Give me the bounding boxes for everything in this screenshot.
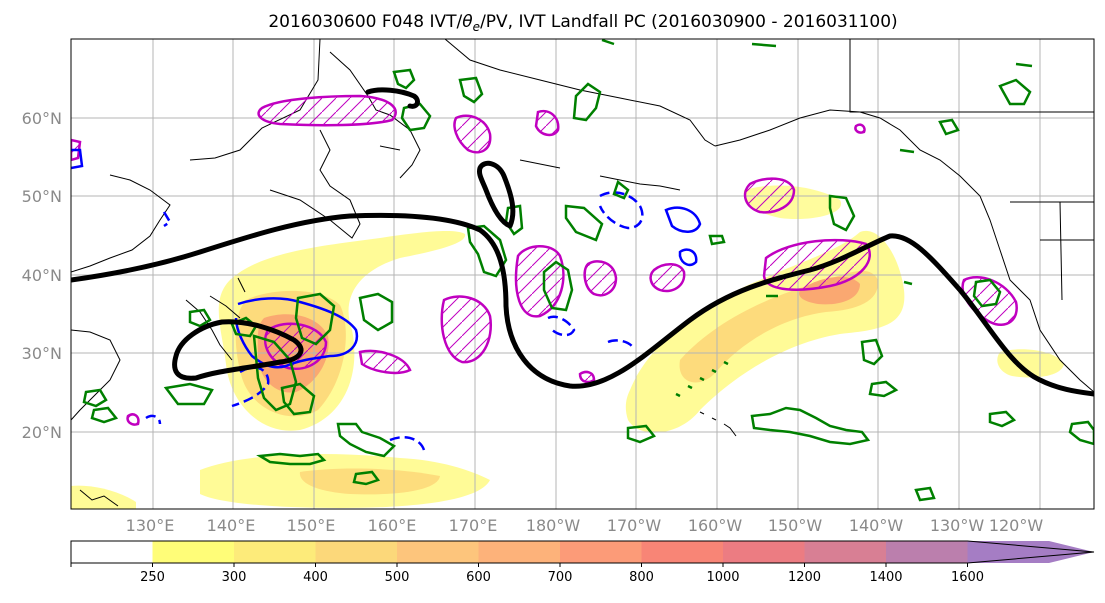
ivt-landfall-pc-contour <box>71 87 1094 397</box>
lon-label-130w: 130°W <box>930 516 985 535</box>
ivt-colorbar: 250 300 400 500 600 700 800 1000 1200 1400 1600 <box>70 540 1095 585</box>
colorbar-tick-label: 1600 <box>951 570 984 585</box>
colorbar-tick-label: 250 <box>140 570 165 585</box>
coastline-canada-boundary <box>849 39 1094 113</box>
colorbar-tick-label: 1400 <box>869 570 902 585</box>
lon-label-170w: 170°W <box>607 516 662 535</box>
lon-label-160w: 160°W <box>688 516 743 535</box>
coastline-aleutians <box>379 145 681 191</box>
colorbar-tick-label: 600 <box>466 570 491 585</box>
colorbar-segment <box>560 541 642 563</box>
lon-label-150e: 150°E <box>287 516 336 535</box>
lon-label-130e: 130°E <box>126 516 175 535</box>
colorbar-tick-label: 700 <box>548 570 573 585</box>
colorbar-outline <box>70 540 1095 564</box>
longitude-labels: 130°E 140°E 150°E 160°E 170°E 180°W 170°… <box>126 516 1044 535</box>
colorbar-segment <box>397 541 479 563</box>
coastline-us-boundary <box>1010 201 1094 301</box>
colorbar-segment <box>804 541 887 563</box>
ivt-shading-southwest <box>71 485 136 509</box>
colorbar-segment <box>886 541 968 563</box>
colorbar-tick-label: 400 <box>303 570 328 585</box>
theta-e-contours <box>71 148 702 451</box>
map-frame <box>70 38 1095 510</box>
figure-title: 2016030600 F048 IVT/θe/PV, IVT Landfall … <box>268 12 897 34</box>
lon-label-150w: 150°W <box>768 516 823 535</box>
colorbar-segment <box>723 541 805 563</box>
coastline-japan <box>185 277 246 361</box>
colorbar-tick-label: 1000 <box>706 570 739 585</box>
colorbar-segment <box>71 541 153 563</box>
coastline-hawaii <box>699 411 737 437</box>
lat-label-30n: 30°N <box>22 344 62 363</box>
latitude-labels: 60°N 50°N 40°N 30°N 20°N <box>22 109 62 442</box>
pv-contours <box>71 94 1018 426</box>
lat-label-50n: 50°N <box>22 187 62 206</box>
colorbar-segment <box>641 541 724 563</box>
lon-label-140e: 140°E <box>207 516 256 535</box>
coastline-asia-east <box>71 174 171 421</box>
colorbar-segment <box>152 541 235 563</box>
colorbar-segment <box>478 541 561 563</box>
lat-label-60n: 60°N <box>22 109 62 128</box>
lon-label-180w: 180°W <box>526 516 581 535</box>
colorbar-tick-label: 800 <box>629 570 654 585</box>
coastline-philippines <box>79 489 119 507</box>
map-panel <box>71 39 1094 509</box>
colorbar-tick-label: 300 <box>222 570 247 585</box>
lon-label-160e: 160°E <box>368 516 417 535</box>
colorbar-tick-label: 500 <box>385 570 410 585</box>
coastline-kamchatka <box>269 129 361 239</box>
colorbar-segment <box>315 541 398 563</box>
lat-label-40n: 40°N <box>22 266 62 285</box>
ivt-filled-contours <box>71 185 1064 509</box>
lon-label-170e: 170°E <box>449 516 498 535</box>
colorbar-segment <box>234 541 316 563</box>
lon-label-120w: 120°W <box>989 516 1044 535</box>
colorbar-extend-segment <box>967 541 1094 563</box>
lat-label-20n: 20°N <box>22 423 62 442</box>
ivt-green-contours <box>82 39 1094 502</box>
lon-label-140w: 140°W <box>849 516 904 535</box>
colorbar-tick-label: 1200 <box>788 570 821 585</box>
